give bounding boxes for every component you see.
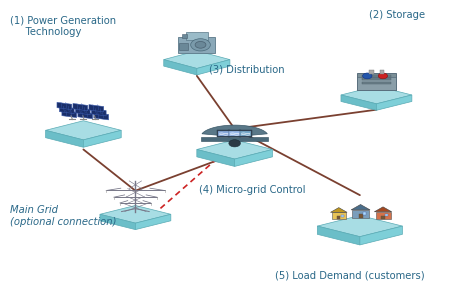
- FancyBboxPatch shape: [357, 73, 396, 91]
- FancyBboxPatch shape: [357, 77, 396, 91]
- FancyBboxPatch shape: [362, 82, 391, 84]
- Polygon shape: [83, 130, 121, 147]
- Polygon shape: [78, 112, 92, 119]
- Polygon shape: [341, 95, 376, 110]
- Polygon shape: [164, 51, 230, 68]
- Polygon shape: [341, 86, 412, 104]
- Polygon shape: [201, 137, 268, 141]
- Polygon shape: [46, 121, 121, 140]
- Text: (3) Distribution: (3) Distribution: [209, 64, 284, 74]
- Polygon shape: [100, 214, 136, 230]
- FancyBboxPatch shape: [359, 214, 363, 218]
- FancyBboxPatch shape: [380, 70, 384, 74]
- FancyBboxPatch shape: [381, 216, 385, 219]
- Polygon shape: [374, 207, 392, 212]
- Polygon shape: [89, 105, 104, 112]
- Polygon shape: [73, 104, 88, 111]
- Polygon shape: [330, 207, 347, 212]
- Polygon shape: [46, 130, 83, 147]
- Circle shape: [229, 140, 240, 147]
- Text: Main Grid
(optional connection): Main Grid (optional connection): [10, 205, 117, 227]
- FancyBboxPatch shape: [186, 32, 208, 40]
- Polygon shape: [94, 112, 109, 120]
- Polygon shape: [59, 106, 74, 114]
- Polygon shape: [318, 226, 360, 245]
- Polygon shape: [197, 59, 230, 75]
- FancyBboxPatch shape: [341, 215, 344, 216]
- FancyBboxPatch shape: [229, 131, 240, 136]
- Polygon shape: [91, 109, 106, 116]
- Polygon shape: [351, 205, 370, 210]
- FancyBboxPatch shape: [375, 212, 391, 219]
- FancyBboxPatch shape: [337, 216, 340, 219]
- Text: (4) Micro-grid Control: (4) Micro-grid Control: [199, 185, 306, 195]
- Polygon shape: [197, 149, 235, 166]
- Polygon shape: [164, 59, 197, 75]
- Polygon shape: [75, 107, 90, 115]
- Circle shape: [195, 41, 206, 48]
- FancyBboxPatch shape: [228, 130, 241, 137]
- Circle shape: [191, 39, 210, 51]
- FancyBboxPatch shape: [332, 212, 346, 219]
- Polygon shape: [202, 125, 267, 135]
- Polygon shape: [136, 214, 171, 230]
- Circle shape: [378, 73, 388, 79]
- Polygon shape: [360, 226, 402, 245]
- FancyBboxPatch shape: [218, 131, 229, 136]
- Polygon shape: [100, 205, 171, 223]
- FancyBboxPatch shape: [362, 78, 391, 81]
- FancyBboxPatch shape: [385, 214, 388, 216]
- FancyBboxPatch shape: [182, 34, 188, 38]
- FancyBboxPatch shape: [179, 43, 188, 50]
- Polygon shape: [197, 140, 273, 159]
- FancyBboxPatch shape: [369, 70, 374, 74]
- FancyBboxPatch shape: [240, 131, 251, 136]
- Circle shape: [363, 73, 372, 79]
- Polygon shape: [57, 102, 72, 110]
- Text: (2) Storage: (2) Storage: [369, 9, 426, 20]
- FancyBboxPatch shape: [217, 130, 230, 137]
- Polygon shape: [62, 110, 77, 118]
- Polygon shape: [376, 95, 412, 110]
- FancyBboxPatch shape: [239, 130, 252, 137]
- Polygon shape: [318, 215, 402, 237]
- FancyBboxPatch shape: [352, 210, 369, 218]
- Text: (5) Load Demand (customers): (5) Load Demand (customers): [275, 270, 424, 280]
- Polygon shape: [235, 149, 273, 166]
- FancyBboxPatch shape: [363, 213, 366, 215]
- FancyBboxPatch shape: [362, 75, 391, 77]
- FancyBboxPatch shape: [178, 37, 215, 53]
- Text: (1) Power Generation
     Technology: (1) Power Generation Technology: [10, 15, 116, 37]
